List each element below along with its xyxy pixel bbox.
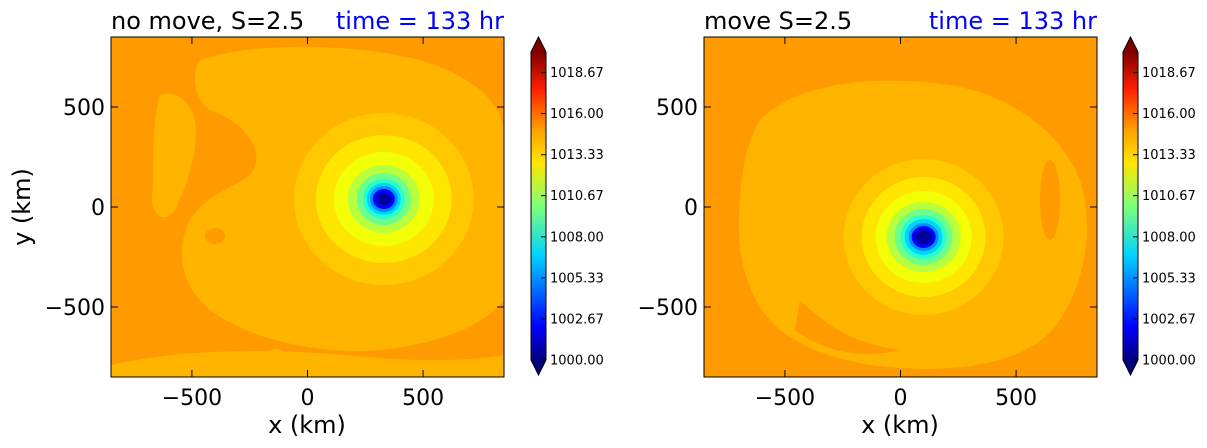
small-eddy [268, 349, 284, 361]
colorbar-tick-label: 1013.33 [1142, 148, 1196, 163]
panel-no-move: no move, S=2.5 time = 133 hr [8, 7, 604, 439]
small-eddy [1040, 160, 1060, 240]
y-tick-label: −500 [638, 296, 698, 321]
vortex [293, 113, 474, 285]
colorbar-extend-min [531, 360, 546, 375]
lower-band [111, 350, 504, 377]
x-axis-label: x (km) [861, 411, 939, 439]
colorbar-gradient [531, 52, 546, 360]
colorbar-ticks: 1000.00 1002.67 1005.33 1008.00 1010.67 1013.… [541, 66, 604, 369]
filament-region [795, 300, 900, 354]
colorbar-tick-label: 1002.67 [550, 312, 604, 327]
x-tick-label: −500 [755, 386, 815, 411]
pressure-field [111, 37, 504, 377]
colorbar-tick-label: 1005.33 [550, 271, 604, 286]
vortex-core [915, 230, 932, 244]
colorbar: 1000.00 1002.67 1005.33 1008.00 1010.67 1013.… [1122, 35, 1196, 377]
colorbar-extend-max [531, 37, 546, 52]
filament-region [151, 93, 196, 218]
colorbar-tick-label: 1005.33 [1142, 271, 1196, 286]
colorbar-extend-min [1123, 360, 1138, 375]
colorbar-tick-label: 1010.67 [1142, 189, 1196, 204]
y-axis-label: y (km) [8, 168, 36, 246]
x-tick-label: 500 [402, 386, 444, 411]
colorbar-tick-label: 1018.67 [1142, 66, 1196, 81]
y-tick-label: 0 [91, 196, 105, 221]
vortex [843, 159, 1004, 315]
colorbar-extend-max [1123, 37, 1138, 52]
axes: −500 0 500 500 0 −500 [638, 37, 1097, 411]
panel-title: move S=2.5 [704, 7, 852, 35]
colorbar: 1000.00 1002.67 1005.33 1008.00 1010.67 1013.… [530, 35, 604, 377]
panel-title: no move, S=2.5 [111, 7, 304, 35]
colorbar-tick-label: 1008.00 [550, 230, 604, 245]
axes: −500 0 500 500 0 −500 [45, 37, 504, 411]
time-label: time = 133 hr [336, 7, 504, 35]
colorbar-tick-label: 1016.00 [1142, 107, 1196, 122]
y-tick-label: 500 [63, 96, 105, 121]
x-tick-label: 500 [995, 386, 1037, 411]
x-tick-label: 0 [894, 386, 908, 411]
x-tick-label: −500 [162, 386, 222, 411]
colorbar-tick-label: 1000.00 [550, 354, 604, 369]
small-eddy [205, 228, 225, 244]
pressure-field [704, 37, 1097, 377]
x-axis-label: x (km) [268, 411, 346, 439]
colorbar-tick-label: 1002.67 [1142, 312, 1196, 327]
y-tick-label: 500 [656, 96, 698, 121]
colorbar-tick-label: 1013.33 [550, 148, 604, 163]
time-label: time = 133 hr [929, 7, 1097, 35]
y-tick-label: 0 [684, 196, 698, 221]
x-tick-label: 0 [301, 386, 315, 411]
vortex-core [376, 193, 391, 205]
y-tick-label: −500 [45, 296, 105, 321]
colorbar-tick-label: 1008.00 [1142, 230, 1196, 245]
colorbar-tick-label: 1018.67 [550, 66, 604, 81]
colorbar-tick-label: 1016.00 [550, 107, 604, 122]
colorbar-ticks: 1000.00 1002.67 1005.33 1008.00 1010.67 1013.… [1133, 66, 1196, 369]
colorbar-gradient [1123, 52, 1138, 360]
colorbar-tick-label: 1010.67 [550, 189, 604, 204]
panel-move: move S=2.5 time = 133 hr −500 0 5005000−50… [638, 7, 1196, 439]
colorbar-tick-label: 1000.00 [1142, 354, 1196, 369]
